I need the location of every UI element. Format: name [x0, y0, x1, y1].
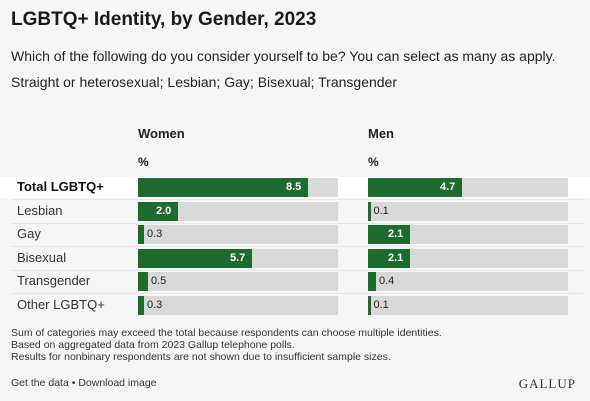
bar-men: [368, 201, 371, 221]
download-image-link[interactable]: Download image: [78, 377, 157, 389]
row-divider: [11, 222, 583, 224]
value-label-women: 0.3: [147, 298, 163, 311]
bar-women: [138, 248, 252, 268]
column-header-men: Men: [368, 126, 394, 141]
value-label-men: 0.4: [379, 275, 395, 287]
category-label: Lesbian: [17, 202, 63, 218]
bar-men: [368, 225, 410, 244]
bar-track-women: 0.3: [138, 225, 338, 244]
bar-row: Gay 0.3 2.1: [0, 224, 590, 245]
bar-row: Bisexual 5.7 2.1: [0, 248, 590, 269]
value-label-men: 0.1: [373, 298, 389, 311]
bar-track-men: 0.1: [368, 295, 568, 315]
category-label: Other LGBTQ+: [17, 296, 105, 312]
value-label-women: 0.3: [147, 228, 163, 240]
bar-row: Other LGBTQ+ 0.3 0.1: [0, 295, 590, 316]
chart-subtitle-options: Straight or heterosexual; Lesbian; Gay; …: [11, 74, 397, 90]
bar-women: [138, 178, 308, 197]
footnote-3: Results for nonbinary respondents are no…: [11, 351, 391, 363]
value-label-men: 2.1: [388, 251, 404, 264]
gallup-logo: GALLUP: [518, 376, 576, 391]
category-label: Transgender: [17, 273, 91, 288]
bar-women: [138, 272, 148, 291]
value-label-men: 4.7: [440, 181, 456, 193]
bar-track-women: 2.0: [138, 201, 338, 221]
row-divider: [11, 293, 583, 294]
get-data-link[interactable]: Get the data: [11, 377, 69, 389]
bar-women: [138, 225, 144, 244]
footnote-1: Sum of categories may exceed the total b…: [11, 327, 442, 339]
footnotes: Sum of categories may exceed the total b…: [11, 327, 442, 363]
bar-track-men: 0.4: [368, 272, 568, 291]
bar-track-women: 5.7: [138, 248, 338, 268]
value-label-women: 0.5: [151, 275, 167, 287]
bar-men: [368, 178, 462, 197]
row-divider: [11, 199, 583, 200]
unit-label-men: %: [368, 155, 379, 169]
chart-subtitle: Which of the following do you consider y…: [11, 48, 556, 64]
value-label-men: 0.1: [373, 204, 389, 217]
column-header-women: Women: [138, 126, 185, 141]
bar-women: [138, 295, 144, 315]
value-label-men: 2.1: [388, 228, 404, 240]
category-label: Gay: [17, 226, 41, 241]
bar-row: Lesbian 2.0 0.1: [0, 201, 590, 222]
bar-track-men: 0.1: [368, 201, 568, 221]
row-divider: [11, 246, 583, 247]
bar-track-women: 0.3: [138, 295, 338, 315]
bar-track-women: 8.5: [138, 178, 338, 197]
footer-separator: •: [68, 377, 79, 389]
category-label: Total LGBTQ+: [17, 179, 104, 194]
row-divider: [11, 269, 583, 271]
footer-links: Get the data • Download image: [11, 377, 157, 389]
value-label-women: 8.5: [286, 181, 302, 193]
bar-men: [368, 248, 410, 268]
category-label: Bisexual: [17, 249, 67, 265]
bar-men: [368, 272, 376, 291]
bar-track-men: 2.1: [368, 225, 568, 244]
value-label-women: 2.0: [156, 204, 172, 217]
bar-row: Transgender 0.5 0.4: [0, 271, 590, 292]
chart-title: LGBTQ+ Identity, by Gender, 2023: [11, 9, 317, 30]
footnote-2: Based on aggregated data from 2023 Gallu…: [11, 339, 295, 351]
bar-women: [138, 201, 178, 221]
bar-track-women: 0.5: [138, 272, 338, 291]
unit-label-women: %: [138, 155, 149, 169]
bar-track-men: 4.7: [368, 178, 568, 197]
bar-row: Total LGBTQ+ 8.5 4.7: [0, 177, 590, 198]
bar-men: [368, 295, 371, 315]
bar-track-men: 2.1: [368, 248, 568, 268]
value-label-women: 5.7: [230, 251, 246, 264]
